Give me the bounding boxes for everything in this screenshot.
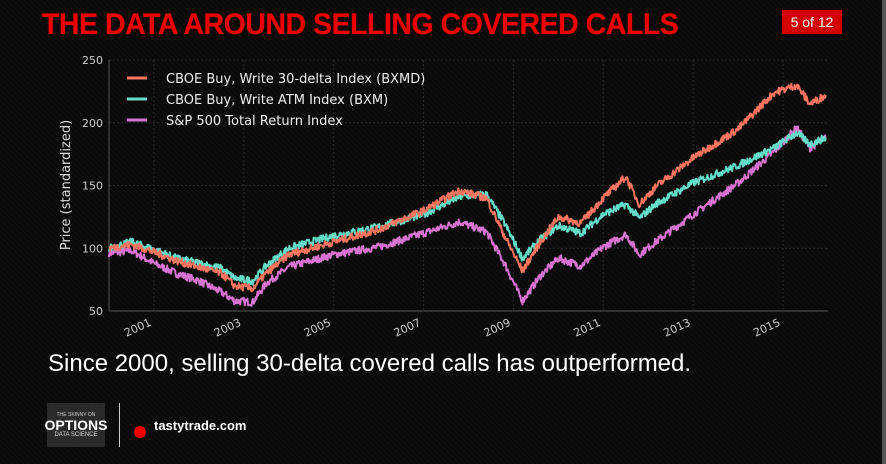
x-tick-label: 2001 <box>122 316 153 340</box>
y-tick-label: 50 <box>89 305 103 318</box>
price-chart: 50 100 150 200 250 2001 2003 2005 2007 2009 2011 20… <box>59 54 828 340</box>
skinny-on-options-logo: THE SKINNY ON OPTIONS DATA SCIENCE <box>44 403 108 447</box>
slide-title: THE DATA AROUND SELLING COVERED CALLS <box>42 8 679 41</box>
series-lines <box>108 82 827 307</box>
x-tick-label: 2007 <box>392 316 423 340</box>
logo-line2: OPTIONS <box>44 416 108 433</box>
page-indicator: 5 of 12 <box>782 10 842 34</box>
series-line-0 <box>108 82 827 293</box>
window-edge <box>882 0 886 464</box>
footer: THE SKINNY ON OPTIONS DATA SCIENCE tasty… <box>44 403 247 447</box>
legend: CBOE Buy, Write 30-delta Index (BXMD) CBO… <box>127 72 425 129</box>
logo-line1: THE SKINNY ON <box>56 411 96 418</box>
y-tick-label: 150 <box>82 180 103 193</box>
cherry-icon <box>134 426 146 438</box>
x-tick-label: 2009 <box>482 316 513 340</box>
y-tick-label: 100 <box>82 242 103 255</box>
series-line-2 <box>108 125 827 307</box>
y-axis-label: Price (standardized) <box>59 120 74 250</box>
x-tick-label: 2005 <box>302 316 333 340</box>
legend-label: CBOE Buy, Write 30-delta Index (BXMD) <box>166 72 425 87</box>
footer-divider <box>119 403 120 447</box>
y-tick-label: 250 <box>82 54 103 67</box>
x-tick-label: 2011 <box>572 316 603 340</box>
y-tick-label: 200 <box>82 117 103 130</box>
grid <box>109 59 828 312</box>
legend-label: S&P 500 Total Return Index <box>166 114 343 129</box>
slide-caption: Since 2000, selling 30-delta covered cal… <box>48 350 692 377</box>
x-tick-label: 2003 <box>212 316 243 340</box>
x-tick-label: 2013 <box>662 316 693 340</box>
series-line-1 <box>108 130 827 286</box>
x-tick-label: 2015 <box>751 316 782 340</box>
logo-line3: DATA SCIENCE <box>54 431 98 438</box>
tastytrade-site: tastytrade.com <box>154 417 247 433</box>
legend-label: CBOE Buy, Write ATM Index (BXM) <box>166 93 388 108</box>
